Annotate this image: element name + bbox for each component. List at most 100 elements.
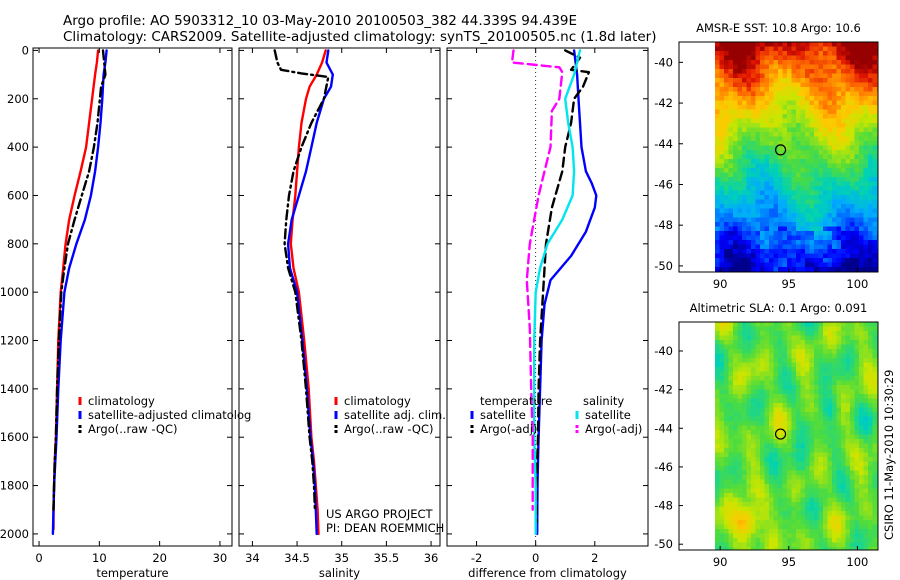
map-cell [769, 353, 774, 358]
map-cell [868, 497, 873, 502]
map-cell [751, 371, 756, 376]
map-cell [791, 244, 796, 249]
map-cell [719, 199, 724, 204]
map-cell [760, 533, 765, 538]
map-cell [872, 448, 877, 453]
map-cell [764, 118, 769, 123]
map-cell [764, 235, 769, 240]
map-cell [755, 91, 760, 96]
map-cell [854, 434, 859, 439]
map-cell [742, 73, 747, 78]
map-cell [850, 258, 855, 263]
map-cell [746, 506, 751, 511]
map-cell [733, 502, 738, 507]
map-cell [724, 443, 729, 448]
map-cell [715, 235, 720, 240]
map-cell [818, 367, 823, 372]
map-cell [850, 136, 855, 141]
map-cell [715, 154, 720, 159]
map-cell [751, 533, 756, 538]
map-cell [809, 524, 814, 529]
map-cell [737, 145, 742, 150]
map-cell [764, 262, 769, 267]
map-cell [746, 371, 751, 376]
map-cell [859, 168, 864, 173]
map-cell [827, 127, 832, 132]
map-cell [773, 240, 778, 245]
map-cell [791, 443, 796, 448]
map-cell [791, 452, 796, 457]
map-cell [796, 258, 801, 263]
map-cell [760, 145, 765, 150]
map-cell [827, 520, 832, 525]
map-cell [733, 145, 738, 150]
map-cell [818, 235, 823, 240]
map-cell [751, 502, 756, 507]
map-cell [863, 349, 868, 354]
map-cell [850, 159, 855, 164]
map-cell [737, 168, 742, 173]
map-cell [787, 136, 792, 141]
map-cell [818, 322, 823, 327]
map-cell [814, 55, 819, 60]
map-cell [796, 213, 801, 218]
map-cell [769, 484, 774, 489]
map-cell [724, 159, 729, 164]
map-cell [859, 362, 864, 367]
map-cell [778, 240, 783, 245]
map-cell [751, 240, 756, 245]
map-cell [733, 204, 738, 209]
map-cell [791, 136, 796, 141]
map-cell [733, 434, 738, 439]
map-cell [823, 159, 828, 164]
map-cell [814, 78, 819, 83]
map-cell [791, 154, 796, 159]
map-cell [836, 461, 841, 466]
map-cell [791, 353, 796, 358]
map-cell [863, 475, 868, 480]
map-cell [854, 217, 859, 222]
map-cell [850, 511, 855, 516]
map-cell [769, 199, 774, 204]
map-cell [850, 461, 855, 466]
map-cell [769, 407, 774, 412]
map-cell [814, 199, 819, 204]
map-cell [728, 416, 733, 421]
map-cell [755, 231, 760, 236]
map-cell [809, 385, 814, 390]
map-cell [728, 389, 733, 394]
map-cell [823, 262, 828, 267]
map-cell [755, 362, 760, 367]
map-cell [737, 394, 742, 399]
map-cell [778, 421, 783, 426]
map-cell [809, 204, 814, 209]
map-cell [782, 511, 787, 516]
map-cell [764, 542, 769, 547]
map-cell [737, 380, 742, 385]
map-cell [737, 452, 742, 457]
map-cell [800, 195, 805, 200]
map-cell [746, 493, 751, 498]
map-cell [863, 542, 868, 547]
map-cell [715, 443, 720, 448]
map-cell [854, 511, 859, 516]
map-cell [832, 398, 837, 403]
map-cell [850, 470, 855, 475]
map-cell [755, 78, 760, 83]
map-cell [823, 461, 828, 466]
map-cell [836, 502, 841, 507]
map-cell [850, 105, 855, 110]
map-cell [836, 331, 841, 336]
map-cell [719, 434, 724, 439]
map-cell [823, 222, 828, 227]
map-cell [733, 475, 738, 480]
map-cell [787, 127, 792, 132]
map-cell [751, 69, 756, 74]
map-cell [764, 394, 769, 399]
map-cell [773, 46, 778, 51]
map-cell [872, 506, 877, 511]
map-cell [719, 195, 724, 200]
map-cell [742, 82, 747, 87]
map-cell [760, 204, 765, 209]
map-cell [836, 123, 841, 128]
